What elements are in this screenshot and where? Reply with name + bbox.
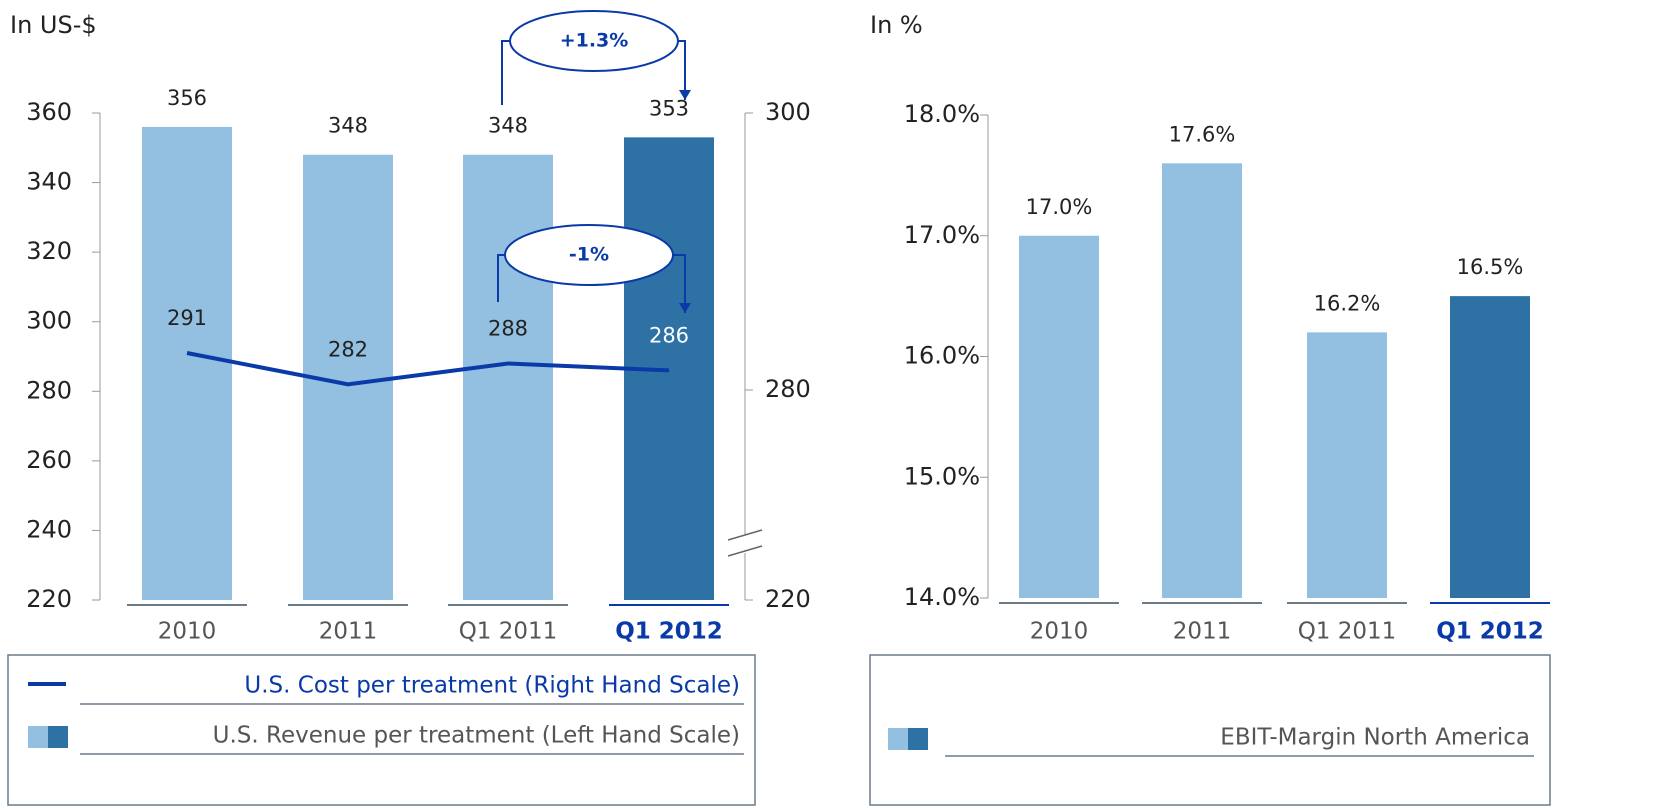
legend-swatch: [28, 726, 48, 748]
value-label: 353: [649, 96, 689, 120]
value-label: 16.2%: [1314, 291, 1381, 315]
line-value-label: 286: [649, 323, 689, 347]
line-value-label: 282: [328, 337, 368, 361]
axis-break: [727, 545, 763, 557]
y-tick-label: 17.0%: [904, 221, 980, 249]
y-tick-label: 280: [26, 376, 72, 404]
y2-tick-label: 280: [765, 375, 811, 403]
y-tick-label: 14.0%: [904, 583, 980, 611]
annotation-text: +1.3%: [560, 30, 629, 52]
y-tick-label: 360: [26, 98, 72, 126]
annotation-bubble: [509, 10, 679, 72]
bar: [1019, 235, 1099, 598]
bar: [1162, 163, 1242, 599]
bar: [1307, 332, 1387, 598]
bar: [142, 126, 232, 601]
legend-label: EBIT-Margin North America: [1220, 725, 1530, 751]
legend-box: [7, 654, 756, 806]
x-tick-label: 2011: [319, 619, 378, 645]
y-tick-label: 18.0%: [904, 100, 980, 128]
legend-box: [869, 654, 1551, 806]
line-value-label: 288: [488, 316, 528, 340]
y-tick-label: 220: [26, 585, 72, 613]
x-tick-label: Q1 2011: [459, 619, 558, 645]
y-tick-label: 300: [26, 307, 72, 335]
axis-unit-label: In %: [870, 11, 923, 39]
y2-tick-label: 220: [765, 585, 811, 613]
line-value-label: 291: [167, 306, 207, 330]
y-tick-label: 240: [26, 515, 72, 543]
axis-break: [727, 529, 763, 541]
annotation-arrow: [679, 303, 691, 313]
annotation-arrow: [679, 90, 691, 100]
x-tick-label: 2010: [1030, 619, 1089, 645]
bar: [463, 154, 553, 600]
value-label: 348: [488, 114, 528, 138]
y2-tick-label: 300: [765, 98, 811, 126]
bar: [1450, 296, 1530, 598]
value-label: 17.6%: [1169, 122, 1236, 146]
legend-swatch: [908, 728, 928, 750]
value-label: 17.0%: [1026, 195, 1093, 219]
legend-label: U.S. Cost per treatment (Right Hand Scal…: [244, 673, 740, 699]
legend-swatch: [888, 728, 908, 750]
line-series: [186, 351, 670, 387]
legend-label: U.S. Revenue per treatment (Left Hand Sc…: [213, 723, 740, 749]
value-label: 16.5%: [1457, 255, 1524, 279]
x-tick-label: 2010: [158, 619, 217, 645]
y-tick-label: 340: [26, 168, 72, 196]
x-tick-label: 2011: [1173, 619, 1232, 645]
x-tick-label: Q1 2012: [1436, 619, 1544, 645]
annotation-bubble: [504, 224, 674, 286]
value-label: 348: [328, 114, 368, 138]
legend-swatch: [48, 726, 68, 748]
y-tick-label: 15.0%: [904, 462, 980, 490]
annotation-text: -1%: [569, 244, 609, 266]
y-tick-label: 260: [26, 446, 72, 474]
axis-unit-label: In US-$: [10, 11, 97, 39]
y-tick-label: 16.0%: [904, 342, 980, 370]
x-tick-label: Q1 2011: [1298, 619, 1397, 645]
x-tick-label: Q1 2012: [615, 619, 723, 645]
y-tick-label: 320: [26, 237, 72, 265]
value-label: 356: [167, 86, 207, 110]
